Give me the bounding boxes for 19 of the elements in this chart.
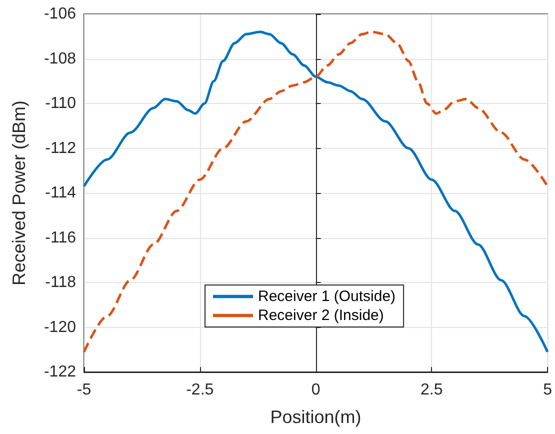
y-axis-title: Received Power (dBm) xyxy=(9,100,29,286)
y-tick-label: -110 xyxy=(45,95,76,112)
legend-label: Receiver 1 (Outside) xyxy=(258,288,396,305)
legend-label: Receiver 2 (Inside) xyxy=(258,307,384,324)
y-tick-label: -116 xyxy=(45,229,76,246)
x-tick-label: 0 xyxy=(311,382,320,398)
y-tick-label: -118 xyxy=(45,274,76,291)
y-tick-label: -106 xyxy=(44,6,76,22)
x-axis-title: Position(m) xyxy=(270,407,362,427)
y-tick-label: -122 xyxy=(44,364,76,380)
y-tick-label: -114 xyxy=(45,184,76,202)
x-tick-label: -5 xyxy=(76,382,92,398)
x-tick-label: 5 xyxy=(543,382,552,398)
line-series xyxy=(82,30,549,354)
x-tick-label: 2.5 xyxy=(420,382,443,398)
y-tick-label: -112 xyxy=(45,140,76,157)
y-tick-label: -108 xyxy=(44,50,76,68)
x-tick-label: -2.5 xyxy=(186,382,214,398)
y-tick-label: -120 xyxy=(44,318,76,336)
